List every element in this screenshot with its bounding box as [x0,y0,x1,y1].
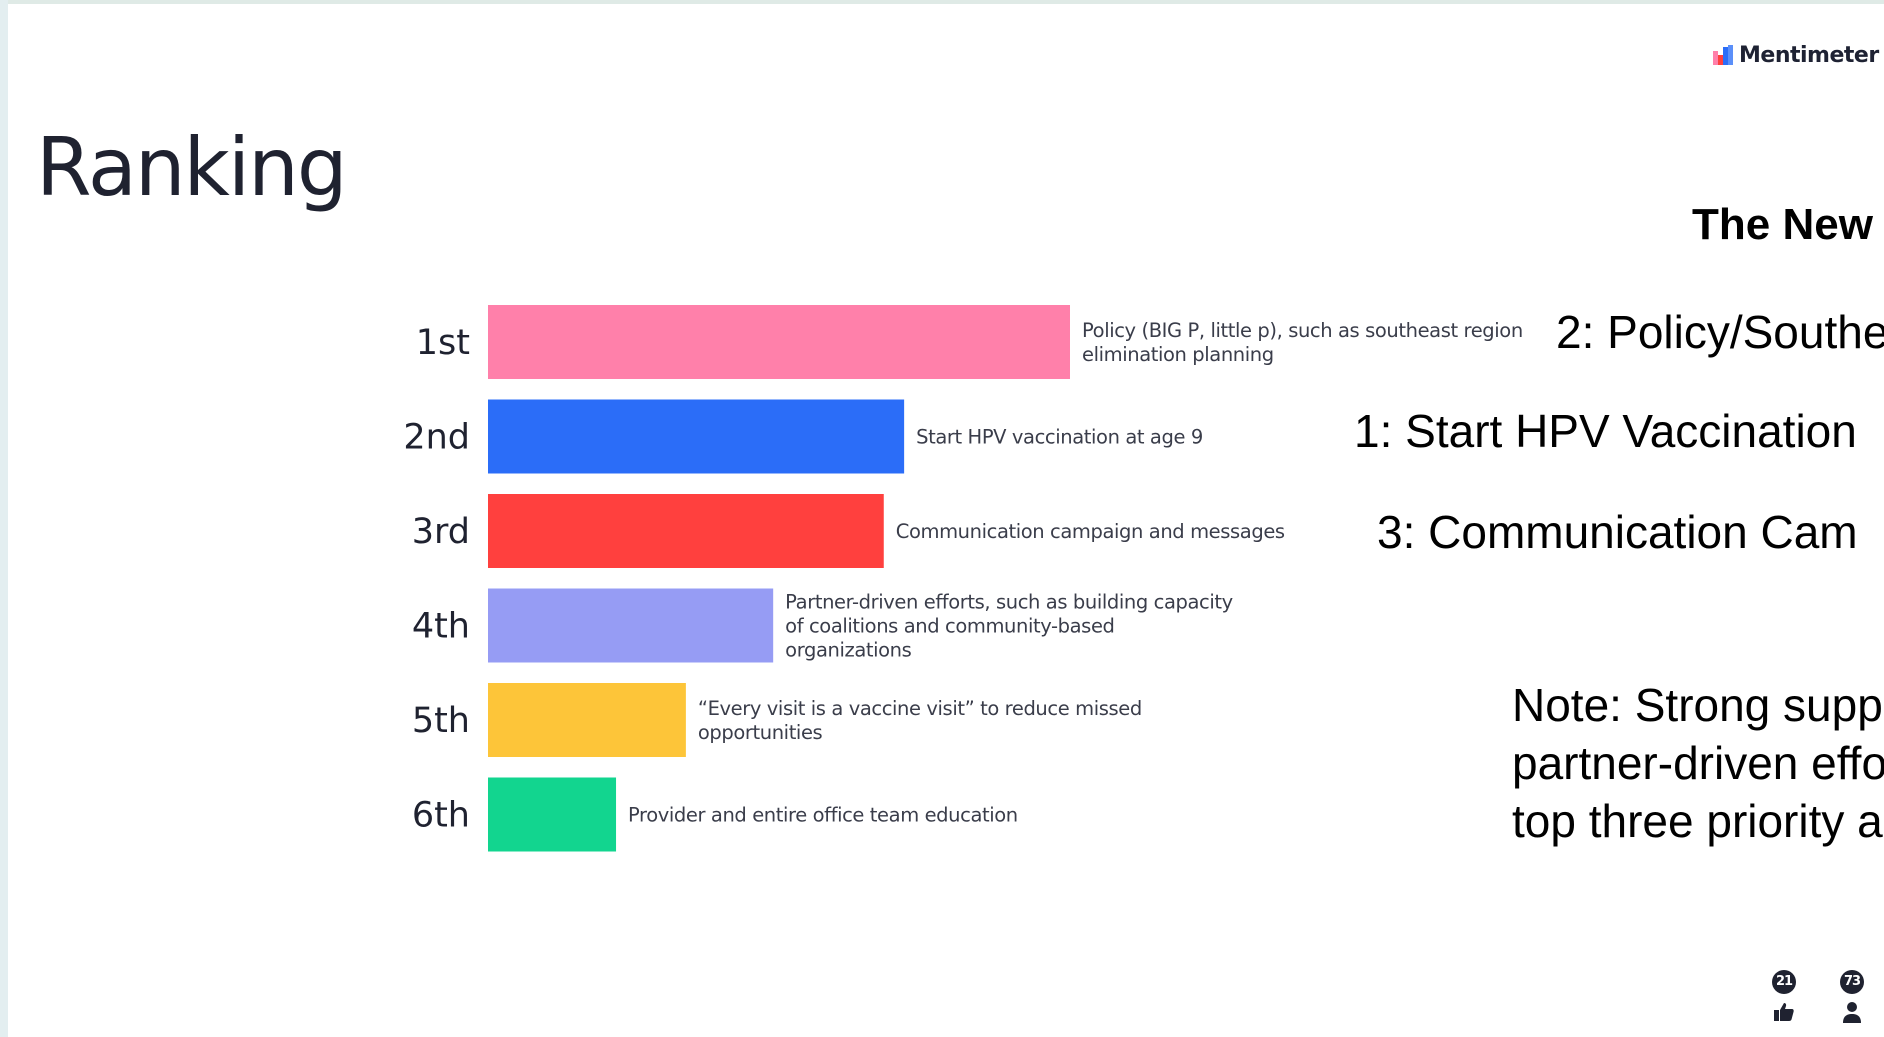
ranking-chart: 1st Policy (BIG P, little p), such as sou… [403,305,1523,852]
rank-label-5: 5th [412,701,470,741]
person-icon [1843,1002,1861,1023]
mentimeter-logo-icon [1713,45,1733,65]
slide-title: Ranking [36,121,348,214]
bar-caption-4-line-2: of coalitions and community-based [785,615,1114,638]
notes-paragraph-line-3: top three priority a [1512,795,1883,847]
bar-caption-4-line-3: organizations [785,639,911,662]
bar-caption-6-line-1: Provider and entire office team educatio… [628,804,1018,827]
rank-label-3: 3rd [412,512,470,552]
participants-count: 73 [1840,970,1864,994]
bar-caption-4-line-1: Partner-driven efforts, such as building… [785,591,1233,614]
ranking-bar-3 [488,494,884,568]
rank-label-1: 1st [416,323,470,363]
ranking-bar-5 [488,683,686,757]
window-top-edge [0,0,1884,4]
rank-label-2: 2nd [403,418,470,458]
notes-heading: The New [1692,200,1873,249]
window-left-edge [0,0,8,1037]
likes-count: 21 [1772,970,1796,994]
rank-label-4: 4th [412,607,470,647]
participants-reaction[interactable]: 73 [1826,970,1882,1030]
notes-line-2: 1: Start HPV Vaccination [1354,405,1857,457]
ranking-bar-1 [488,305,1070,379]
brand-name: Mentimeter [1739,42,1879,68]
bar-caption-5-line-2: opportunities [698,721,823,744]
bar-caption-5-line-1: “Every visit is a vaccine visit” to redu… [698,697,1142,720]
notes-line-3: 3: Communication Cam [1377,506,1858,558]
thumbs-up-icon [1774,1003,1794,1021]
rank-label-6: 6th [412,796,470,836]
ranking-bar-6 [488,777,617,852]
likes-reaction[interactable]: 21 [1758,970,1814,1030]
bar-caption-1-line-1: Policy (BIG P, little p), such as southe… [1082,319,1523,342]
bar-caption-2-line-1: Start HPV vaccination at age 9 [916,426,1203,449]
notes-paragraph: Note: Strong supp partner-driven effo to… [1512,676,1884,850]
mentimeter-logo: Mentimeter [1713,40,1879,70]
bar-caption-1-line-2: elimination planning [1082,343,1274,366]
reactions-bar: 21 73 [0,970,1884,1037]
notes-paragraph-line-1: Note: Strong supp [1512,679,1883,731]
notes-line-1: 2: Policy/Southe [1556,306,1884,358]
ranking-bar-4 [488,588,774,663]
notes-paragraph-line-2: partner-driven effo [1512,737,1884,789]
ranking-bar-2 [488,399,905,474]
bar-caption-3-line-1: Communication campaign and messages [896,520,1285,543]
